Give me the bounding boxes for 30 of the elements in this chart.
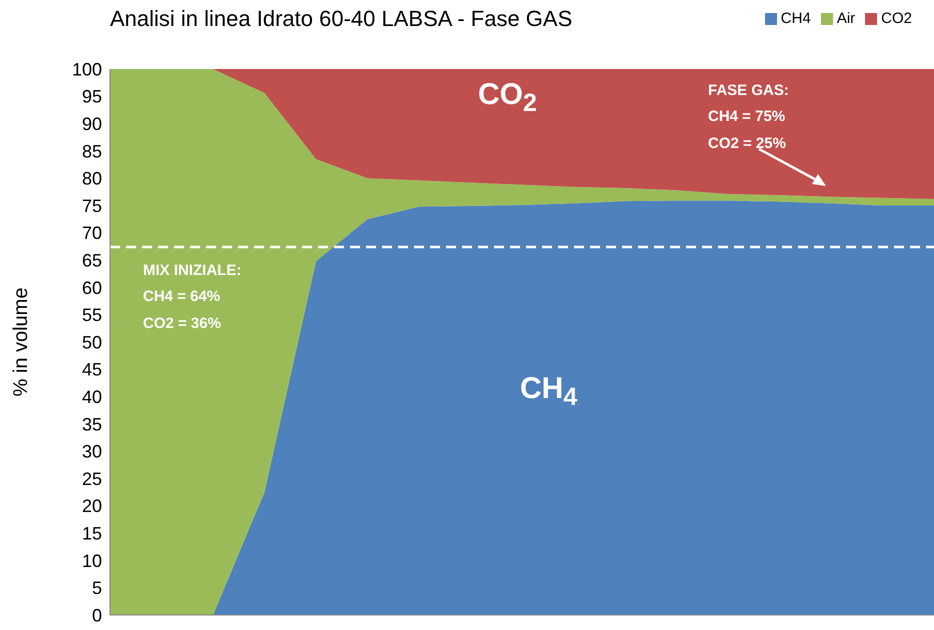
chart-title: Analisi in linea Idrato 60-40 LABSA - Fase GAS	[110, 6, 572, 32]
y-tick-label: 25	[82, 468, 102, 489]
legend-label: CO2	[881, 10, 912, 27]
y-tick-label: 20	[82, 496, 102, 516]
annotation: FASE GAS: CH4 = 75% CO2 = 25%	[708, 81, 789, 154]
y-tick-label: 65	[82, 250, 102, 270]
y-tick-label: 15	[82, 523, 102, 544]
legend-label: CH4	[780, 10, 811, 27]
y-tick-label: 95	[82, 86, 102, 107]
y-tick-label: 70	[82, 223, 102, 244]
y-tick-label: 35	[82, 414, 102, 434]
annotation: MIX INIZIALE: CH4 = 64% CO2 = 36%	[143, 261, 242, 334]
y-tick-label: 40	[82, 386, 102, 407]
y-tick-label: 55	[82, 305, 102, 326]
y-axis-title: % in volume	[10, 288, 32, 396]
y-tick-label: 10	[82, 550, 102, 571]
y-tick-label: 30	[82, 442, 102, 462]
y-tick-label: 5	[92, 578, 102, 598]
y-tick-label: 85	[82, 141, 102, 162]
y-tick-label: 75	[82, 196, 102, 216]
legend-label: Air	[836, 10, 856, 27]
y-tick-label: 60	[82, 278, 102, 298]
y-tick-label: 0	[92, 605, 102, 626]
y-tick-label: 90	[82, 114, 102, 134]
y-tick-label: 45	[82, 360, 102, 380]
y-tick-label: 50	[82, 332, 102, 352]
annotation: CH$_{4}$	[520, 372, 578, 411]
annotation: CO$_{2}$	[478, 78, 537, 117]
y-tick-label: 80	[82, 168, 102, 189]
y-tick-label: 100	[72, 59, 102, 80]
